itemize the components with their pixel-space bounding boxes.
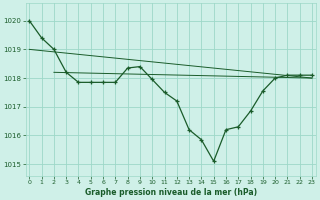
X-axis label: Graphe pression niveau de la mer (hPa): Graphe pression niveau de la mer (hPa) xyxy=(84,188,257,197)
